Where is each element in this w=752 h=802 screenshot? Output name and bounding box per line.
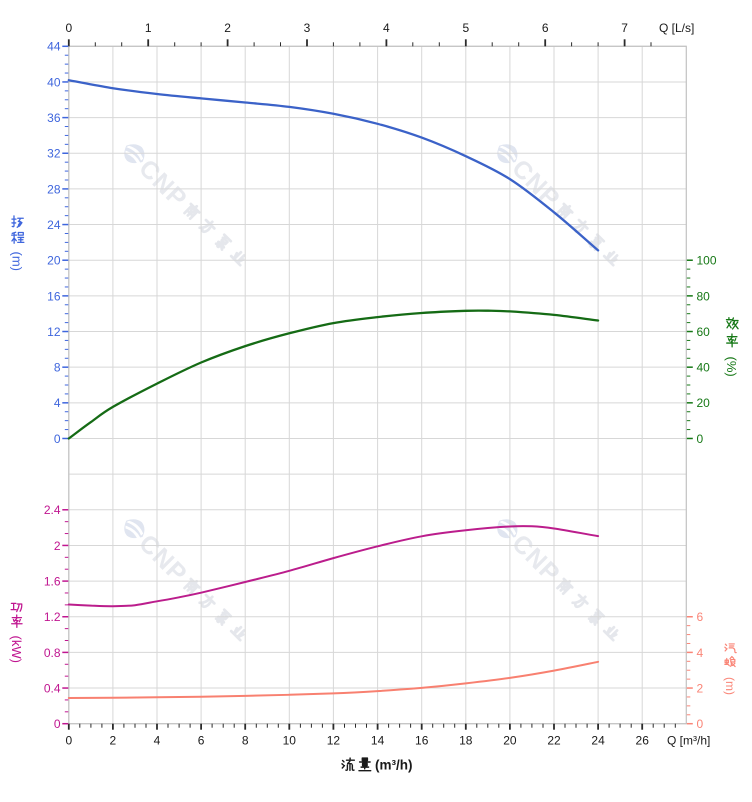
svg-text:(%): (%) xyxy=(724,357,739,377)
svg-text:6: 6 xyxy=(542,21,549,35)
svg-text:20: 20 xyxy=(697,396,711,410)
svg-text:2: 2 xyxy=(697,681,704,695)
svg-text:40: 40 xyxy=(47,75,61,89)
svg-text:0: 0 xyxy=(65,21,72,35)
svg-text:1: 1 xyxy=(145,21,152,35)
svg-text:24: 24 xyxy=(591,734,605,748)
svg-text:(m): (m) xyxy=(10,252,25,272)
svg-text:44: 44 xyxy=(47,40,61,54)
svg-text:4: 4 xyxy=(697,646,704,660)
svg-text:1.2: 1.2 xyxy=(44,610,61,624)
svg-text:(m): (m) xyxy=(723,677,737,695)
svg-text:1.6: 1.6 xyxy=(44,575,61,589)
svg-text:6: 6 xyxy=(198,734,205,748)
svg-text:4: 4 xyxy=(54,396,61,410)
svg-text:60: 60 xyxy=(697,325,711,339)
svg-text:20: 20 xyxy=(47,254,61,268)
svg-text:16: 16 xyxy=(47,289,61,303)
svg-text:6: 6 xyxy=(697,610,704,624)
svg-text:32: 32 xyxy=(47,147,61,161)
svg-text:36: 36 xyxy=(47,111,61,125)
svg-text:4: 4 xyxy=(154,734,161,748)
svg-text:12: 12 xyxy=(327,734,341,748)
svg-text:100: 100 xyxy=(697,254,717,268)
svg-text:8: 8 xyxy=(242,734,249,748)
svg-text:18: 18 xyxy=(459,734,473,748)
svg-text:2: 2 xyxy=(110,734,117,748)
svg-text:80: 80 xyxy=(697,289,711,303)
svg-text:2.4: 2.4 xyxy=(44,503,61,517)
svg-text:12: 12 xyxy=(47,325,61,339)
svg-text:22: 22 xyxy=(547,734,561,748)
svg-text:20: 20 xyxy=(503,734,517,748)
svg-text:0: 0 xyxy=(697,717,704,731)
svg-text:8: 8 xyxy=(54,361,61,375)
svg-text:2: 2 xyxy=(224,21,231,35)
svg-text:40: 40 xyxy=(697,361,711,375)
svg-text:5: 5 xyxy=(462,21,469,35)
svg-text:0: 0 xyxy=(65,734,72,748)
svg-text:0.4: 0.4 xyxy=(44,681,61,695)
svg-text:Q [m³/h]: Q [m³/h] xyxy=(667,734,710,748)
svg-text:Q [L/s]: Q [L/s] xyxy=(659,21,694,35)
svg-text:0: 0 xyxy=(697,432,704,446)
svg-text:3: 3 xyxy=(304,21,311,35)
svg-text:0: 0 xyxy=(54,717,61,731)
svg-text:(m³/h): (m³/h) xyxy=(375,758,413,773)
svg-text:0: 0 xyxy=(54,432,61,446)
svg-text:4: 4 xyxy=(383,21,390,35)
svg-text:16: 16 xyxy=(415,734,429,748)
svg-text:28: 28 xyxy=(47,182,61,196)
svg-text:26: 26 xyxy=(636,734,650,748)
svg-text:14: 14 xyxy=(371,734,385,748)
svg-text:10: 10 xyxy=(283,734,297,748)
svg-text:7: 7 xyxy=(621,21,628,35)
svg-text:(kW): (kW) xyxy=(9,636,24,663)
svg-text:2: 2 xyxy=(54,539,61,553)
svg-text:0.8: 0.8 xyxy=(44,646,61,660)
svg-text:24: 24 xyxy=(47,218,61,232)
